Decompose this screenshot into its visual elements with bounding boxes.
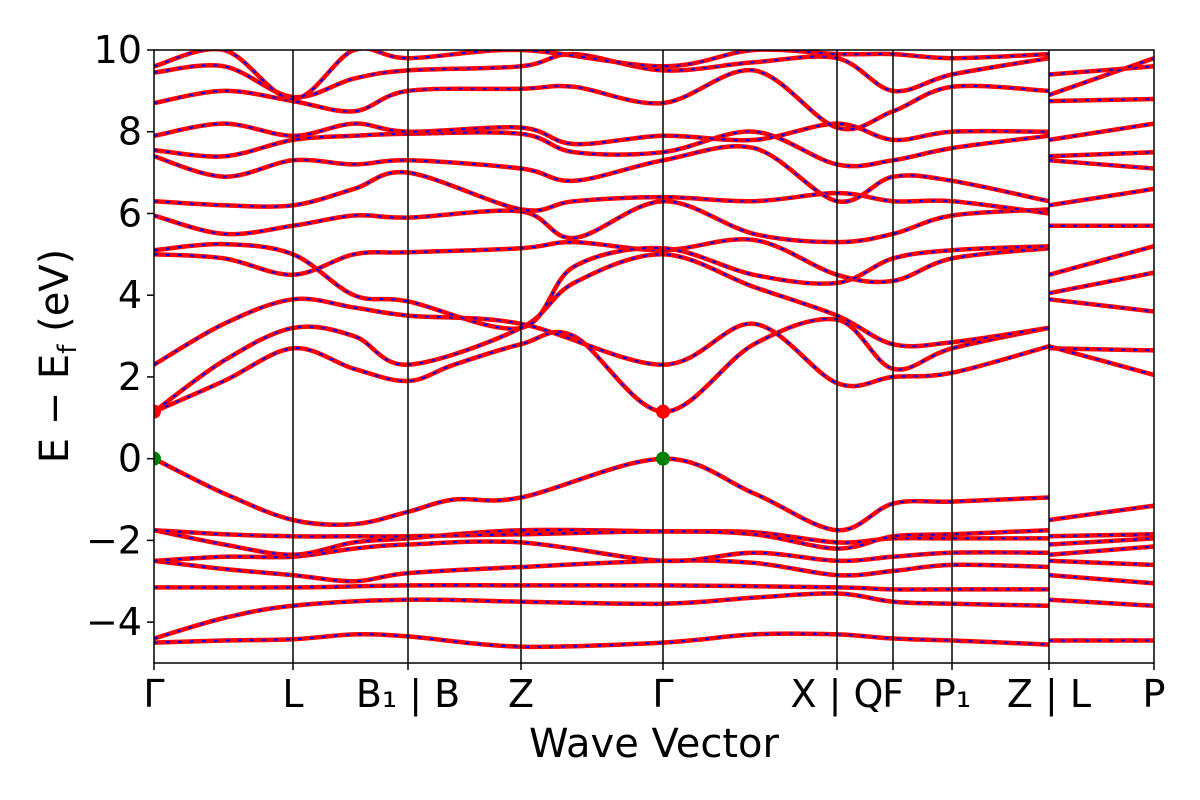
x-tick-label: B₁ | B [356,672,460,717]
band-line [154,296,1050,389]
x-tick-label: Z | L [1007,672,1091,717]
x-tick-label: X | Q [791,672,884,717]
band-line-overlay [154,540,1050,562]
band-line-overlay [1048,559,1154,566]
band-line-overlay [154,457,1050,532]
x-tick-label: F [882,672,904,716]
band-line-overlay [1048,98,1154,103]
band-line [1048,344,1154,378]
band-line [154,241,1050,331]
band-line-overlay [154,317,1050,413]
y-axis-label: E − Ef (eV) [32,249,83,464]
y-axis: −4 −2 0 2 4 6 8 10 [86,28,154,644]
y-axis-label-main: E − E [32,354,78,464]
band-line [1048,56,1154,98]
x-tick-label: Z [508,672,534,716]
band-line-overlay [1048,298,1154,313]
plot-frame [153,49,1155,664]
kpoint-lines [292,50,1050,663]
band-line [154,252,1050,414]
band-edge-point [656,404,670,419]
y-tick-label: −2 [86,518,142,562]
band-line-overlay [154,297,1050,388]
band-line-overlay [1048,271,1154,295]
band-line-overlay [154,592,1050,640]
band-line [1048,270,1154,296]
band-line-overlay [1048,574,1154,585]
band-line [154,237,1050,285]
band-line [154,591,1050,641]
x-axis-label: Wave Vector [529,721,780,767]
x-tick-label: P [1143,672,1166,716]
band-line-overlay [154,243,1050,330]
bands-layer [154,50,1154,650]
band-line [1048,244,1154,277]
band-line-overlay [1048,598,1154,607]
y-tick-label: 10 [94,28,142,72]
x-tick-label: P₁ [933,672,971,716]
band-edge-point [154,451,161,466]
y-axis-label-sub: f [53,344,83,354]
band-edge-point [154,404,161,419]
band-line-overlay [154,69,1050,131]
band-line-overlay [154,529,1050,550]
y-axis-label-unit: (eV) [32,249,78,345]
band-line-overlay [154,584,1049,591]
y-tick-label: 0 [118,437,142,481]
band-line-overlay [1048,159,1154,170]
band-line-overlay [1048,65,1154,76]
x-tick-label: Γ [652,672,673,716]
x-axis: Γ L B₁ | B Z Γ X | QF P₁ Z | L P [143,663,1165,717]
band-line-overlay [154,559,1050,583]
band-line [154,316,1050,414]
band-line-overlay [1048,533,1154,538]
y-tick-label: 2 [118,355,142,399]
band-line-overlay [154,632,1050,648]
band-line-overlay [1048,187,1154,207]
y-tick-label: 8 [118,110,142,154]
band-line-overlay [1048,545,1154,556]
band-line-overlay [1048,151,1154,158]
band-line [154,539,1050,564]
band-line-overlay [154,253,1050,413]
band-line [154,169,1050,216]
band-line-overlay [1048,347,1154,352]
band-edge-point [656,451,670,466]
y-tick-label: 4 [118,273,142,317]
band-line-overlay [1048,504,1154,521]
x-tick-label: Γ [143,672,164,716]
x-tick-label: L [282,672,303,716]
band-line-overlay [1048,537,1154,546]
y-tick-label: −4 [86,600,142,644]
band-line-overlay [1048,122,1154,141]
band-edge-points [154,404,670,466]
y-tick-label: 6 [118,191,142,235]
band-line [154,558,1050,584]
